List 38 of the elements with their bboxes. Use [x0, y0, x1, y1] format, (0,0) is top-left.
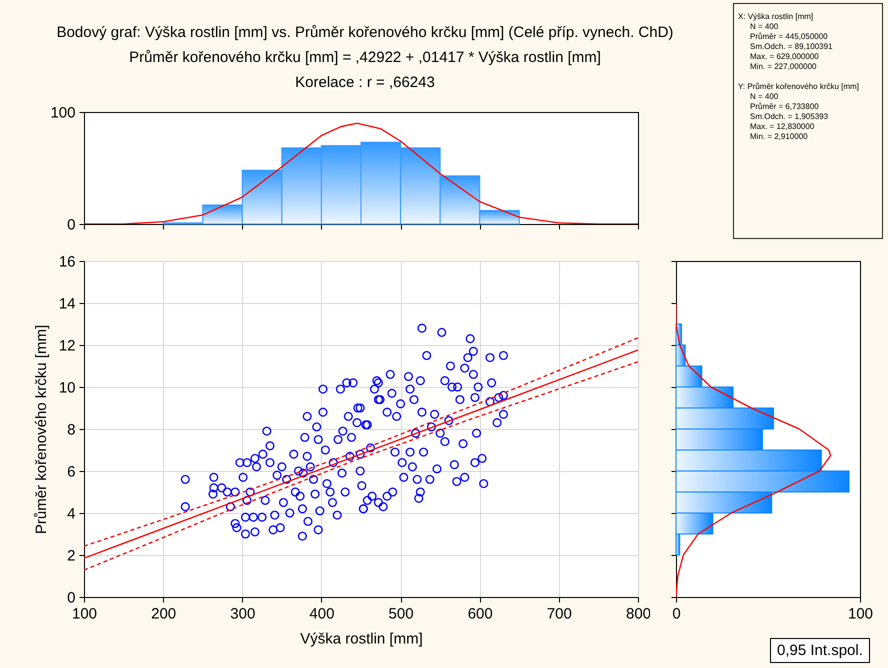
text: Min. = 2,910000 — [749, 132, 809, 142]
y-tick-label: 10 — [58, 380, 76, 396]
x-tick-label: 600 — [468, 606, 493, 622]
y-tick-label: 0 — [67, 216, 76, 234]
x-tick-label: 0 — [672, 606, 681, 622]
text: Průměr = 445,050000 — [749, 32, 829, 42]
y-tick-label: 6 — [67, 464, 76, 480]
line-series — [84, 122, 638, 224]
y-tick-label: 8 — [67, 422, 76, 438]
text: Korelace : r = ,66243 — [294, 73, 436, 93]
y-tick-label: 100 — [50, 104, 76, 122]
y-tick-label: 4 — [67, 506, 76, 522]
text: Sm.Odch. = 1,905393 — [749, 112, 830, 122]
x-axis-title: Výška rostlin [mm] — [300, 630, 423, 648]
text: N = 400 — [749, 22, 780, 32]
x-tick-label: 100 — [848, 606, 874, 622]
text: Max. = 12,830000 — [749, 122, 816, 132]
text: X: Výška rostlin [mm] — [738, 12, 814, 22]
chart-title: Bodový graf: Výška rostlin [mm] vs. Průměr kořenového krčku [mm] (Celé příp. vynech. ChD) — [56, 23, 674, 43]
x-tick-label: 400 — [309, 606, 334, 622]
text: Průměr = 6,733800 — [749, 102, 820, 112]
y-tick-label: 12 — [58, 338, 76, 354]
text: Max. = 629,000000 — [749, 52, 820, 62]
x-tick-label: 200 — [151, 606, 176, 622]
text: Min. = 227,000000 — [749, 62, 818, 72]
y-tick-label: 16 — [58, 254, 76, 270]
y-tick-label: 2 — [67, 548, 76, 564]
text: Y: Průměr kořenového krčku [mm] — [738, 82, 860, 92]
text: 0,95 Int.spol. — [770, 638, 870, 663]
text: N = 400 — [749, 92, 780, 102]
y-tick-label: 14 — [58, 296, 76, 312]
y-axis-title: Průměr kořenového krčku [mm] — [32, 324, 50, 534]
text: Sm.Odch. = 89,100391 — [749, 42, 834, 52]
x-tick-label: 700 — [546, 606, 572, 622]
y-tick-label: 0 — [67, 590, 76, 606]
x-tick-label: 300 — [230, 606, 256, 622]
x-tick-label: 500 — [388, 606, 414, 622]
chart-subtitle: Průměr kořenového krčku [mm] = ,42922 + ,01417 * Výška rostlin [mm] — [128, 48, 602, 68]
